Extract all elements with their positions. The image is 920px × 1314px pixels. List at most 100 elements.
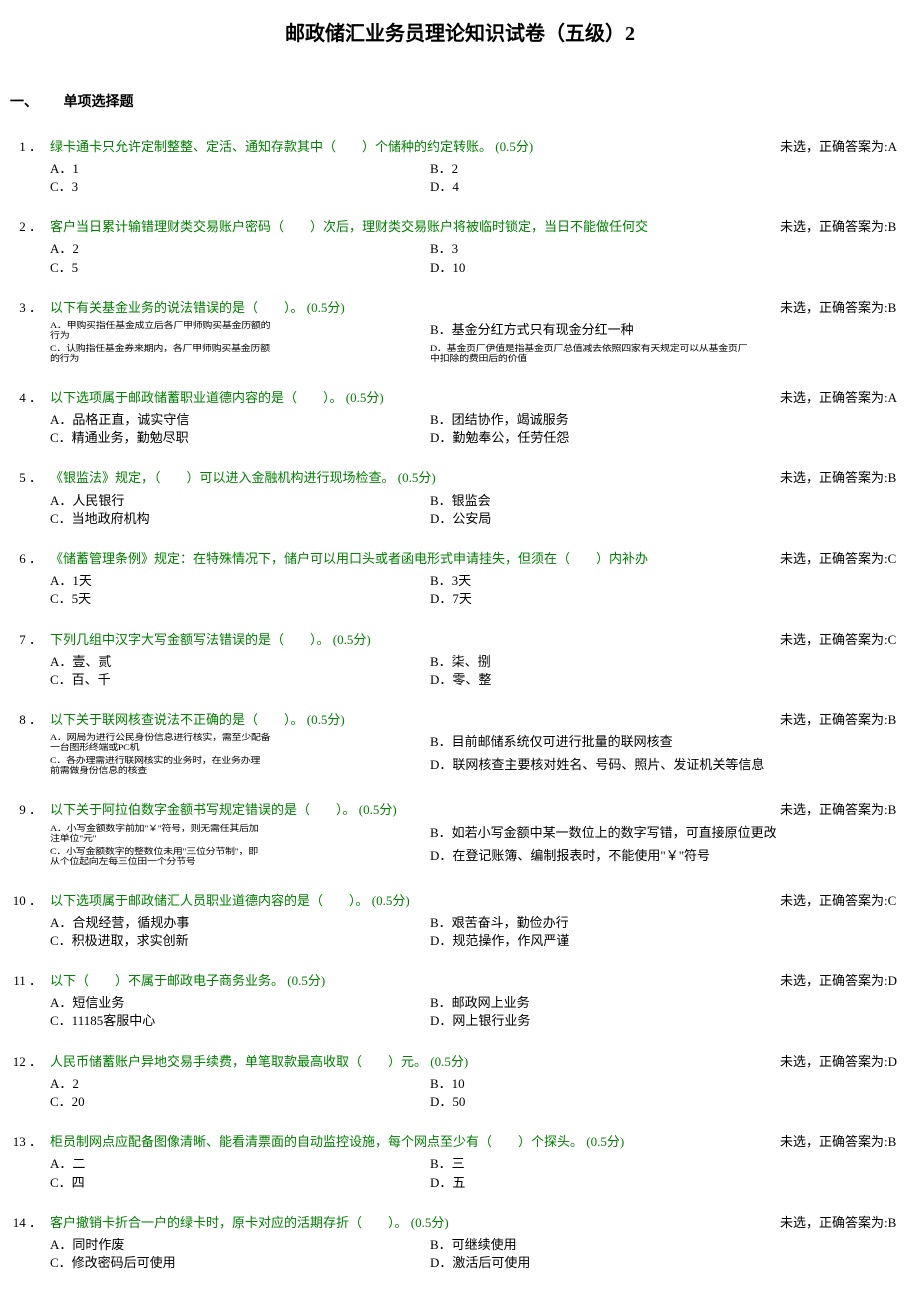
option: B．三 [430,1155,810,1173]
option: C．20 [50,1093,430,1111]
option: C．5 [50,259,430,277]
option: C．四 [50,1174,430,1192]
option: D．零、整 [430,671,810,689]
question-block: 11 ．以下（ ）不属于邮政电子商务业务。 (0.5分)未选，正确答案为:DA．… [10,972,910,1031]
option: A．网局为进行公民身份信息进行核实，需至少配备一台图形终端或PC机 [50,733,430,753]
option: A．甲购买指任基金成立后各厂甲师购买基金历额的行为 [50,321,430,341]
option: A．同时作废 [50,1236,430,1254]
question-number: 8 ． [10,711,50,729]
option: A．人民银行 [50,492,430,510]
question-block: 5 ．《银监法》规定，（ ）可以进入金融机构进行现场检查。 (0.5分) 未选，正… [10,469,910,528]
question-block: 7 ．下列几组中汉字大写金额写法错误的是（ ）。 (0.5分) 未选，正确答案为:… [10,631,910,690]
page-title: 邮政储汇业务员理论知识试卷（五级）2 [10,20,910,48]
answer-text: 未选，正确答案为:C [780,892,910,910]
option: D．规范操作，作风严谨 [430,932,810,950]
option: C．百、千 [50,671,430,689]
question-number: 5 ． [10,469,50,487]
answer-text: 未选，正确答案为:B [780,218,910,236]
question-number: 4 ． [10,389,50,407]
option: A．2 [50,240,430,258]
option: A．1天 [50,572,430,590]
section-header: 一、 单项选择题 [10,93,910,113]
option: C．11185客服中心 [50,1012,430,1030]
option: B．柒、捌 [430,653,810,671]
question-text: 以下（ ）不属于邮政电子商务业务。 (0.5分) [50,972,770,990]
option: C．3 [50,178,430,196]
question-block: 4 ．以下选项属于邮政储蓄职业道德内容的是（ ）。 (0.5分) 未选，正确答案为… [10,389,910,448]
option: B．基金分红方式只有现金分红一种 [430,321,910,339]
question-block: 12 ．人民币储蓄账户异地交易手续费，单笔取款最高收取（ ）元。 (0.5分) 未… [10,1053,910,1112]
option: B．2 [430,160,810,178]
option: A．1 [50,160,430,178]
question-text: 以下选项属于邮政储汇人员职业道德内容的是（ ）。 (0.5分) [50,892,770,910]
option: C．当地政府机构 [50,510,430,528]
option: D．公安局 [430,510,810,528]
question-text: 《银监法》规定，（ ）可以进入金融机构进行现场检查。 (0.5分) [50,469,770,487]
option: A．壹、贰 [50,653,430,671]
answer-text: 未选，正确答案为:B [780,469,910,487]
question-block: 3 ．以下有关基金业务的说法错误的是（ ）。 (0.5分)未选，正确答案为:BA… [10,299,910,367]
option: D．10 [430,259,810,277]
option: D．在登记账簿、编制报表时，不能使用"￥"符号 [430,847,910,865]
question-text: 以下选项属于邮政储蓄职业道德内容的是（ ）。 (0.5分) [50,389,770,407]
question-text: 柜员制网点应配备图像清晰、能看清票面的自动监控设施，每个网点至少有（ ）个探头。… [50,1133,770,1151]
question-text: 《储蓄管理条例》规定：在特殊情况下，储户可以用口头或者函电形式申请挂失，但须在（… [50,550,770,568]
question-text: 以下关于阿拉伯数字金额书写规定错误的是（ ）。 (0.5分) [50,801,770,819]
question-text: 下列几组中汉字大写金额写法错误的是（ ）。 (0.5分) [50,631,770,649]
answer-text: 未选，正确答案为:A [780,389,910,407]
question-block: 10 ．以下选项属于邮政储汇人员职业道德内容的是（ ）。 (0.5分) 未选，正确… [10,892,910,951]
option: A．短信业务 [50,994,430,1012]
option: B．3天 [430,572,810,590]
option: B．银监会 [430,492,810,510]
option: C．积极进取，求实创新 [50,932,430,950]
option: D．4 [430,178,810,196]
section-name: 单项选择题 [64,95,134,110]
option: A．小写金额数字前加"￥"符号，则无需任其后加注单位"元" [50,824,430,844]
option: D．基金页厂伊值是指基金页厂总值减去依照四家有天规定可以从基金页厂中扣除的费田后… [430,344,910,364]
option: A．品格正直，诚实守信 [50,411,430,429]
question-block: 1 ．绿卡通卡只允许定制整整、定活、通知存款其中（ ）个储种的约定转账。 (0.… [10,138,910,197]
answer-text: 未选，正确答案为:B [780,1133,910,1151]
question-number: 10 ． [10,892,50,910]
option: D．五 [430,1174,810,1192]
question-text: 以下关于联网核查说法不正确的是（ ）。 (0.5分) [50,711,770,729]
option: C．认购指任基金券来期内，各厂甲师购买基金历额的行为 [50,344,430,364]
question-text: 以下有关基金业务的说法错误的是（ ）。 (0.5分) [50,299,770,317]
question-number: 7 ． [10,631,50,649]
option: B．3 [430,240,810,258]
option: A．二 [50,1155,430,1173]
option: A．合规经营，循规办事 [50,914,430,932]
question-number: 13 ． [10,1133,50,1151]
option: D．50 [430,1093,810,1111]
option: B．可继续使用 [430,1236,810,1254]
answer-text: 未选，正确答案为:B [780,801,910,819]
option: B．艰苦奋斗，勤俭办行 [430,914,810,932]
question-number: 12 ． [10,1053,50,1071]
option: D．7天 [430,590,810,608]
question-block: 9 ．以下关于阿拉伯数字金额书写规定错误的是（ ）。 (0.5分) 未选，正确答案… [10,801,910,869]
answer-text: 未选，正确答案为:A [780,138,910,156]
option: B．如若小写金额中某一数位上的数字写错，可直接原位更改 [430,824,910,842]
question-block: 6 ．《储蓄管理条例》规定：在特殊情况下，储户可以用口头或者函电形式申请挂失，但… [10,550,910,609]
question-text: 客户撤销卡折合一户的绿卡时，原卡对应的活期存折（ ）。 (0.5分) [50,1214,770,1232]
answer-text: 未选，正确答案为:B [780,711,910,729]
question-text: 绿卡通卡只允许定制整整、定活、通知存款其中（ ）个储种的约定转账。 (0.5分) [50,138,770,156]
question-number: 6 ． [10,550,50,568]
option: D．联网核查主要核对姓名、号码、照片、发证机关等信息 [430,756,910,774]
question-block: 13 ．柜员制网点应配备图像清晰、能看清票面的自动监控设施，每个网点至少有（ ）… [10,1133,910,1192]
question-block: 8 ．以下关于联网核查说法不正确的是（ ）。 (0.5分) 未选，正确答案为:B A… [10,711,910,779]
answer-text: 未选，正确答案为:B [780,299,910,317]
question-number: 2 ． [10,218,50,236]
option: C．5天 [50,590,430,608]
question-number: 9 ． [10,801,50,819]
option: D．勤勉奉公，任劳任怨 [430,429,810,447]
question-number: 14 ． [10,1214,50,1232]
question-text: 人民币储蓄账户异地交易手续费，单笔取款最高收取（ ）元。 (0.5分) [50,1053,770,1071]
answer-text: 未选，正确答案为:C [780,631,910,649]
answer-text: 未选，正确答案为:D [780,1053,910,1071]
section-num: 一、 [10,93,60,113]
question-text: 客户当日累计输错理财类交易账户密码（ ）次后，理财类交易账户将被临时锁定，当日不… [50,218,770,236]
option: C．修改密码后可使用 [50,1254,430,1272]
option: B．10 [430,1075,810,1093]
question-block: 14 ．客户撤销卡折合一户的绿卡时，原卡对应的活期存折（ ）。 (0.5分)未选… [10,1214,910,1273]
